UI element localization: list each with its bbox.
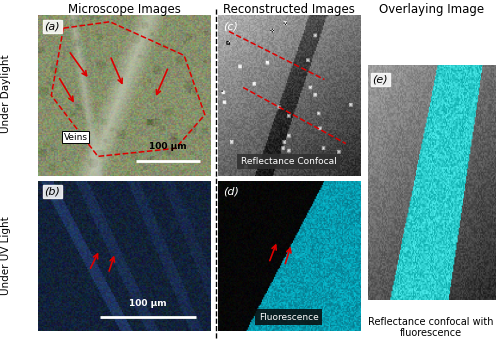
Text: Microscope Images: Microscope Images: [68, 3, 180, 16]
Text: Veins: Veins: [64, 133, 88, 142]
Text: (a): (a): [44, 22, 60, 32]
Text: 100 μm: 100 μm: [149, 142, 186, 151]
Text: Fluorescence: Fluorescence: [259, 313, 318, 322]
Text: (e): (e): [372, 74, 388, 84]
Text: Overlaying Image: Overlaying Image: [379, 3, 484, 16]
Text: Reconstructed Images: Reconstructed Images: [223, 3, 355, 16]
Text: (c): (c): [223, 22, 238, 32]
Text: Reflectance Confocal: Reflectance Confocal: [241, 157, 336, 166]
Text: (b): (b): [44, 187, 60, 197]
Text: 100 μm: 100 μm: [129, 298, 166, 308]
Text: Under UV Light: Under UV Light: [1, 217, 11, 295]
Text: Reflectance confocal with
fluorescence: Reflectance confocal with fluorescence: [368, 316, 494, 338]
Text: (d): (d): [223, 187, 239, 197]
Text: Under Daylight: Under Daylight: [1, 55, 11, 133]
